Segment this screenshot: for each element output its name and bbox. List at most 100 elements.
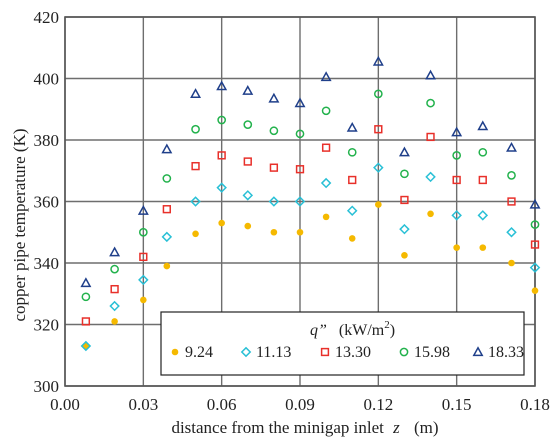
point-13.30-2 — [139, 252, 148, 261]
legend-entry-9.24: 9.24 — [171, 344, 213, 361]
point-11.13-17 — [529, 262, 541, 273]
legend-label-18.33: 18.33 — [488, 344, 524, 361]
point-11.13-7 — [268, 196, 280, 207]
point-11.13-1 — [109, 300, 120, 312]
x-tick-labels: 0.00 0.03 0.06 0.09 0.12 0.15 0.18 — [50, 395, 550, 414]
point-18.33-0 — [80, 277, 92, 288]
y-tick-label-0: 300 — [34, 377, 60, 396]
x-tick-label-3: 0.09 — [285, 395, 315, 414]
y-tick-label-3: 360 — [34, 193, 60, 212]
point-18.33-16 — [506, 141, 517, 152]
point-11.13-14 — [451, 210, 462, 221]
point-9.24-11 — [375, 201, 382, 208]
point-11.13-2 — [138, 274, 149, 286]
x-tick-label-5: 0.15 — [442, 395, 472, 414]
point-11.13-4 — [190, 196, 201, 207]
point-18.33-15 — [477, 120, 489, 131]
legend-entry-15.98: 15.98 — [399, 344, 450, 361]
point-18.33-10 — [346, 121, 358, 132]
legend-entry-11.13: 11.13 — [240, 344, 291, 361]
legend-label-11.13: 11.13 — [256, 344, 291, 361]
y-tick-label-2: 340 — [34, 254, 60, 273]
legend-label-15.98: 15.98 — [414, 344, 450, 361]
point-9.24-8 — [296, 228, 304, 236]
point-11.13-13 — [425, 171, 436, 183]
point-13.30-4 — [191, 161, 200, 171]
legend-box — [160, 311, 525, 376]
point-9.24-2 — [140, 296, 147, 304]
point-13.30-13 — [426, 132, 435, 142]
point-11.13-8 — [294, 196, 306, 207]
point-11.13-16 — [506, 226, 517, 238]
legend-entry-18.33: 18.33 — [472, 344, 524, 361]
legend-marker-11.13 — [240, 346, 252, 358]
x-tick-label-2: 0.06 — [207, 395, 237, 414]
point-18.33-12 — [398, 146, 410, 157]
legend-marker-15.98 — [399, 347, 409, 357]
point-9.24-14 — [453, 244, 460, 251]
point-13.30-5 — [217, 151, 226, 160]
point-18.33-9 — [320, 71, 332, 82]
x-axis-label-text: distance from the minigap inlet — [171, 418, 384, 437]
point-18.33-8 — [294, 97, 306, 108]
y-tick-labels: 300 320 340 360 380 400 420 — [34, 8, 60, 396]
point-13.30-10 — [348, 175, 357, 185]
y-axis-label: copper pipe temperature (K) — [10, 128, 29, 321]
point-9.24-4 — [192, 230, 199, 238]
y-tick-label-1: 320 — [34, 316, 60, 335]
point-15.98-2 — [138, 227, 148, 237]
point-15.98-12 — [400, 169, 409, 179]
point-13.30-0 — [81, 317, 91, 326]
y-tick-label-5: 400 — [34, 70, 60, 89]
point-9.24-1 — [111, 318, 118, 325]
point-15.98-7 — [269, 126, 279, 136]
point-13.30-17 — [530, 240, 540, 249]
x-tick-label-6: 0.18 — [520, 395, 550, 414]
point-9.24-9 — [322, 213, 330, 221]
point-15.98-6 — [243, 120, 253, 129]
point-15.98-14 — [452, 151, 462, 160]
x-axis-label-variable: z — [392, 418, 400, 437]
point-13.30-14 — [452, 175, 461, 185]
legend-label-13.30: 13.30 — [335, 344, 371, 361]
legend-title-unit: (kW/m — [339, 322, 385, 339]
point-9.24-6 — [244, 222, 252, 230]
point-13.30-6 — [243, 157, 252, 166]
point-15.98-0 — [81, 292, 91, 302]
legend-entry-13.30: 13.30 — [320, 344, 371, 361]
legend-entries: 9.24 11.13 13.30 15.98 18.33 — [171, 344, 524, 361]
point-13.30-9 — [321, 143, 331, 152]
point-15.98-9 — [321, 106, 331, 116]
x-tick-label-0: 0.00 — [50, 395, 80, 414]
x-tick-label-1: 0.03 — [128, 395, 158, 414]
point-9.24-15 — [479, 244, 487, 251]
legend-marker-9.24 — [171, 348, 179, 356]
data-markers — [80, 55, 541, 352]
point-15.98-4 — [191, 124, 200, 134]
x-axis-label: distance from the minigap inlet z (m) — [171, 418, 438, 437]
legend-title: q” (kW/m2) — [310, 319, 395, 339]
point-11.13-3 — [161, 231, 173, 243]
point-9.24-5 — [218, 219, 225, 227]
point-9.24-17 — [531, 287, 539, 294]
point-18.33-14 — [451, 126, 463, 137]
point-11.13-0 — [80, 340, 92, 352]
point-9.24-7 — [270, 228, 278, 236]
point-13.30-1 — [110, 284, 119, 294]
point-9.24-3 — [163, 262, 171, 270]
point-13.30-7 — [269, 163, 279, 172]
series-9.24 — [82, 201, 539, 350]
y-tick-label-4: 380 — [34, 131, 60, 150]
point-9.24-13 — [427, 210, 434, 218]
series-11.13 — [80, 162, 541, 352]
point-13.30-8 — [295, 165, 305, 174]
legend-marker-13.30 — [320, 347, 330, 357]
point-15.98-16 — [507, 171, 516, 180]
point-18.33-1 — [109, 246, 121, 257]
point-18.33-4 — [190, 88, 202, 98]
point-18.33-6 — [242, 85, 254, 95]
point-15.98-5 — [217, 115, 227, 125]
point-18.33-2 — [137, 204, 149, 215]
point-11.13-15 — [477, 210, 489, 221]
